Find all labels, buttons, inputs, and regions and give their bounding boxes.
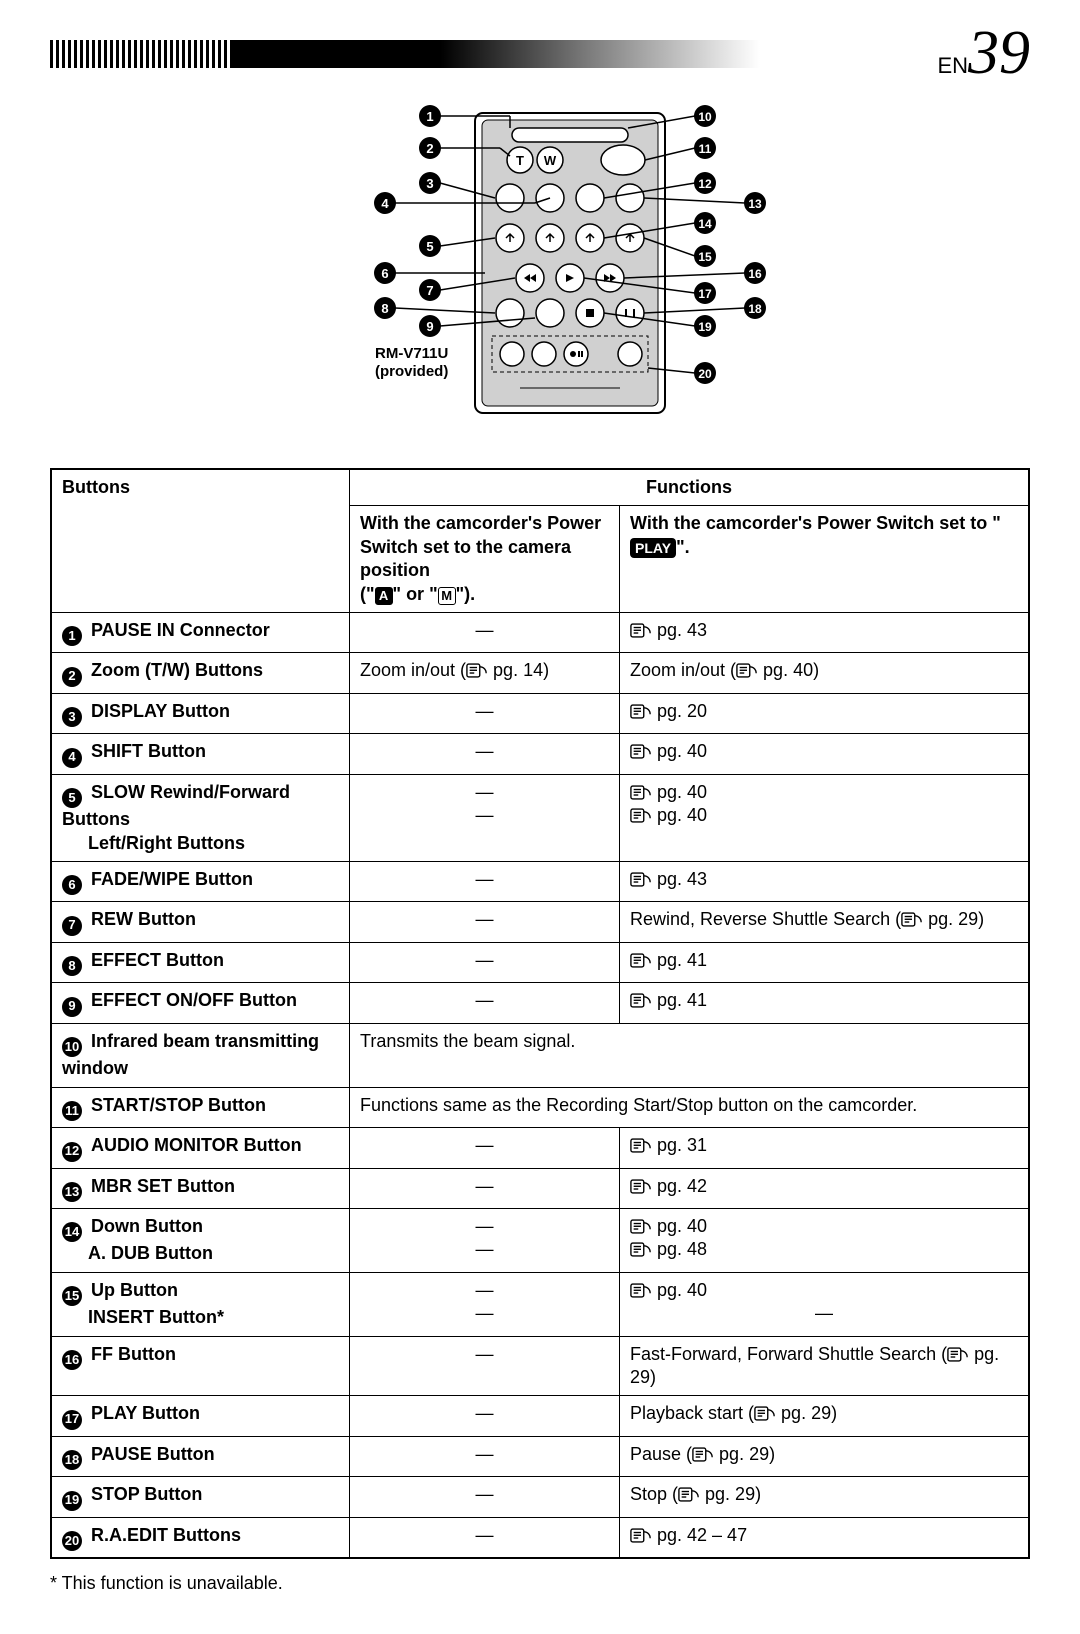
head-camera: With the camcorder's Power Switch set to…: [350, 506, 620, 613]
table-row: 2 Zoom (T/W) ButtonsZoom in/out ( pg. 14…: [52, 653, 1029, 693]
svg-text:10: 10: [698, 110, 712, 124]
footnote: * This function is unavailable.: [50, 1573, 1030, 1594]
num-badge: 17: [62, 1410, 82, 1430]
page-number: EN39: [937, 18, 1030, 89]
num-badge: 15: [62, 1286, 82, 1306]
svg-text:7: 7: [426, 283, 433, 298]
svg-text:19: 19: [698, 320, 712, 334]
num-badge: 20: [62, 1531, 82, 1551]
functions-table: Buttons Functions With the camcorder's P…: [50, 468, 1030, 1559]
svg-text:W: W: [544, 153, 557, 168]
lang-code: EN: [937, 53, 968, 78]
svg-text:5: 5: [426, 239, 433, 254]
num-badge: 6: [62, 875, 82, 895]
table-row: 20 R.A.EDIT Buttons— pg. 42 – 47: [52, 1517, 1029, 1557]
table-row: 13 MBR SET Button— pg. 42: [52, 1168, 1029, 1208]
svg-text:1: 1: [426, 109, 433, 124]
svg-text:3: 3: [426, 176, 433, 191]
svg-text:14: 14: [698, 217, 712, 231]
num-badge: 7: [62, 916, 82, 936]
num-badge: 2: [62, 667, 82, 687]
num-badge: 12: [62, 1142, 82, 1162]
svg-text:6: 6: [381, 266, 388, 281]
num-badge: 9: [62, 997, 82, 1017]
table-row: 10 Infrared beam transmitting windowTran…: [52, 1023, 1029, 1087]
remote-diagram: T W: [50, 98, 1030, 428]
table-row: 4 SHIFT Button— pg. 40: [52, 734, 1029, 774]
mode-m-icon: M: [438, 587, 456, 605]
svg-text:16: 16: [748, 267, 762, 281]
svg-text:18: 18: [748, 302, 762, 316]
num-badge: 16: [62, 1350, 82, 1370]
num-badge: 18: [62, 1450, 82, 1470]
mode-a-icon: A: [375, 587, 393, 605]
num-badge: 19: [62, 1491, 82, 1511]
table-row: 15 Up ButtonINSERT Button*—— pg. 40—: [52, 1272, 1029, 1336]
table-row: 6 FADE/WIPE Button— pg. 43: [52, 862, 1029, 902]
table-row: 19 STOP Button—Stop ( pg. 29): [52, 1477, 1029, 1517]
table-row: 18 PAUSE Button—Pause ( pg. 29): [52, 1436, 1029, 1476]
svg-text:20: 20: [698, 367, 712, 381]
table-row: 14 Down ButtonA. DUB Button—— pg. 40 pg.…: [52, 1209, 1029, 1273]
table-row: 8 EFFECT Button— pg. 41: [52, 942, 1029, 982]
table-row: 9 EFFECT ON/OFF Button— pg. 41: [52, 983, 1029, 1023]
svg-text:12: 12: [698, 177, 712, 191]
table-row: 16 FF Button—Fast-Forward, Forward Shutt…: [52, 1336, 1029, 1396]
manual-page: EN39 T W: [0, 0, 1080, 1634]
num-badge: 14: [62, 1222, 82, 1242]
num-badge: 4: [62, 748, 82, 768]
svg-text:15: 15: [698, 250, 712, 264]
head-buttons: Buttons: [52, 470, 350, 613]
table-row: 3 DISPLAY Button— pg. 20: [52, 693, 1029, 733]
svg-text:11: 11: [699, 142, 712, 156]
table-row: 12 AUDIO MONITOR Button— pg. 31: [52, 1128, 1029, 1168]
page-num-value: 39: [968, 19, 1030, 87]
play-tag: PLAY: [630, 538, 676, 558]
svg-text:8: 8: [381, 301, 388, 316]
num-badge: 11: [62, 1101, 82, 1121]
table-row: 7 REW Button—Rewind, Reverse Shuttle Sea…: [52, 902, 1029, 942]
num-badge: 13: [62, 1182, 82, 1202]
table-row: 11 START/STOP ButtonFunctions same as th…: [52, 1087, 1029, 1127]
num-badge: 3: [62, 707, 82, 727]
header-gradient-bar: [50, 40, 760, 68]
svg-text:2: 2: [426, 141, 433, 156]
svg-text:(provided): (provided): [375, 363, 448, 380]
table-row: 1 PAUSE IN Connector— pg. 43: [52, 612, 1029, 652]
remote-svg: T W: [220, 98, 860, 428]
svg-text:13: 13: [748, 197, 762, 211]
num-badge: 1: [62, 626, 82, 646]
remote-model: RM-V711U: [375, 345, 448, 362]
table-row: 5 SLOW Rewind/Forward ButtonsLeft/Right …: [52, 774, 1029, 861]
svg-text:4: 4: [381, 196, 389, 211]
table-row: 17 PLAY Button—Playback start ( pg. 29): [52, 1396, 1029, 1436]
head-play: With the camcorder's Power Switch set to…: [620, 506, 1029, 613]
num-badge: 10: [62, 1037, 82, 1057]
num-badge: 5: [62, 788, 82, 808]
head-functions: Functions: [350, 470, 1029, 506]
num-badge: 8: [62, 956, 82, 976]
svg-text:T: T: [516, 153, 524, 168]
svg-text:9: 9: [426, 319, 433, 334]
svg-text:17: 17: [698, 287, 712, 301]
